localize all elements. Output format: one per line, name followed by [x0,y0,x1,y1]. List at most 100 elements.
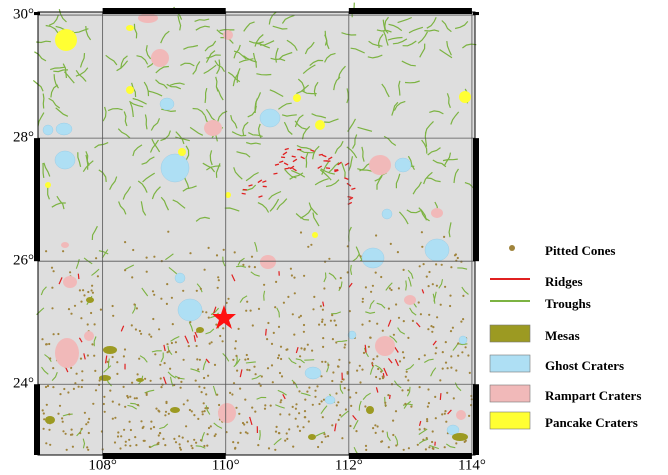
pitted-cone [439,379,442,382]
pitted-cone [423,354,426,357]
pitted-cone [204,407,207,410]
pitted-cone [343,346,346,349]
pitted-cone [431,283,434,286]
trough [202,162,216,173]
ghost-crater [394,157,412,173]
pitted-cone [374,271,377,274]
ridge [344,177,349,180]
pitted-cone [73,304,77,307]
legend-symbol [489,354,531,373]
pitted-cone [431,447,434,450]
pitted-cone [236,369,239,372]
trough [348,156,354,172]
pitted-cone [417,301,420,304]
trough [147,90,163,97]
pitted-cone [298,429,302,432]
ridge [351,187,356,190]
pitted-cone [263,407,267,410]
pitted-cone [320,441,323,444]
pitted-cone [298,316,301,319]
ridge [387,319,392,327]
pancake-crater [459,91,471,103]
pitted-cone [343,387,346,390]
trough [243,21,255,32]
pitted-cone [111,400,114,403]
trough [36,40,51,44]
trough [355,246,363,261]
pitted-cone [190,444,193,447]
pitted-cone [45,343,48,346]
ridge [364,344,367,353]
pitted-cone [346,372,349,375]
legend-label: Troughs [545,296,591,311]
pitted-cone [294,417,297,420]
pitted-cone [407,379,410,382]
trough [312,212,320,227]
ridge [289,165,295,170]
pitted-cone [150,335,153,338]
trough [337,340,348,343]
pitted-cone [402,356,406,359]
pitted-cone [181,436,184,439]
pitted-cone [397,316,401,319]
pitted-cone [156,442,159,446]
pitted-cone [316,385,319,388]
trough [273,437,282,446]
trough [385,282,393,291]
pitted-cone [434,395,437,398]
pitted-cone [321,318,324,321]
trough [325,179,340,188]
ridge [337,161,342,166]
pitted-cone [116,435,120,438]
pitted-cone [81,370,84,373]
pitted-cone [344,408,347,411]
pitted-cone [418,265,421,268]
trough [362,392,371,400]
trough [248,132,263,137]
trough [361,146,365,162]
trough [429,110,444,115]
pitted-cone [271,381,274,384]
ghost-crater [361,247,385,269]
trough [195,216,210,222]
pitted-cone [340,380,343,383]
trough [48,97,61,109]
trough [93,336,97,347]
pitted-cone [266,367,270,370]
pitted-cone [244,358,247,361]
pitted-cone [358,364,361,367]
trough [48,14,60,26]
ridge [83,353,86,360]
mesa [103,346,117,354]
trough [276,307,280,318]
trough [324,118,339,124]
pitted-cone [80,385,83,389]
pitted-cone [165,302,168,305]
pitted-cone [173,437,176,440]
pitted-cone [234,347,237,350]
pitted-cone [306,343,309,346]
ridge [184,335,190,344]
y-tick-label: 28° [13,130,34,146]
trough [136,55,149,65]
ridge [193,335,197,342]
pitted-cone [426,405,429,408]
pitted-cone [71,445,74,448]
pitted-cone [392,433,395,437]
pitted-cone [377,367,380,371]
pitted-cone [190,410,193,413]
pitted-cone [207,316,210,319]
trough [216,59,221,75]
pitted-cone [313,295,316,298]
legend-symbol [509,245,515,251]
pitted-cone [116,361,119,364]
pitted-cone [362,351,366,354]
pitted-cone [154,353,157,356]
pitted-cone [441,351,444,354]
pitted-cone [335,404,338,407]
trough [53,74,60,89]
trough [324,52,336,63]
pitted-cone [235,406,238,409]
trough [122,186,132,200]
pitted-cone [291,405,294,408]
